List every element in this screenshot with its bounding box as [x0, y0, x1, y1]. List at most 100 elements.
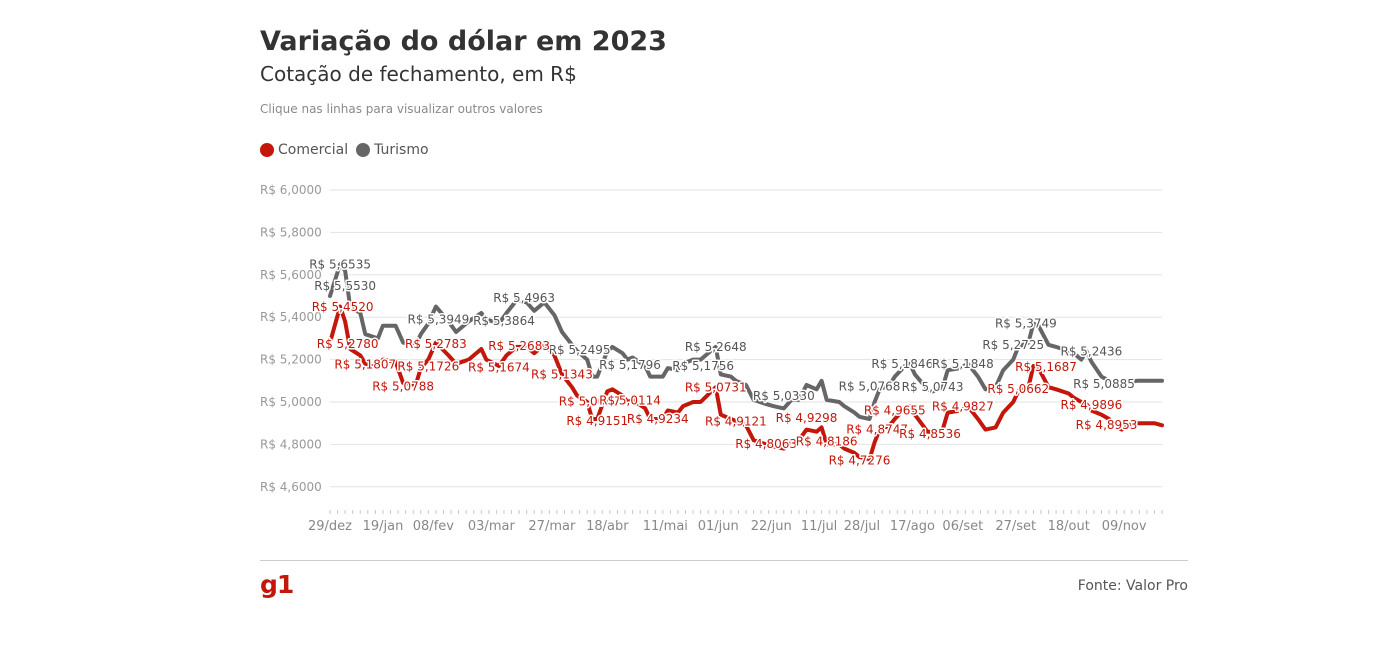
data-label-turismo: R$ 5,1756: [672, 359, 734, 373]
data-label-halo: R$ 5,5530: [314, 279, 376, 293]
data-label-turismo: R$ 5,1848: [932, 357, 994, 371]
data-label-halo: R$ 5,3949: [408, 312, 470, 326]
data-label-comercial: R$ 5,1674: [468, 361, 530, 375]
legend-dot-comercial: [260, 143, 274, 157]
data-label-turismo: R$ 5,0743: [902, 380, 964, 394]
data-label-halo: R$ 5,2783: [405, 337, 467, 351]
data-label-turismo: R$ 5,3864: [473, 314, 535, 328]
data-label-comercial: R$ 4,8063: [735, 437, 797, 451]
data-label-halo: R$ 5,1796: [599, 358, 661, 372]
x-tick-label: 11/jul: [801, 519, 837, 534]
data-label-halo: R$ 5,3864: [473, 314, 535, 328]
data-label-comercial: R$ 4,8536: [899, 427, 961, 441]
y-tick-label: R$ 5,6000: [260, 268, 322, 282]
x-tick-label: 09/nov: [1102, 519, 1147, 534]
data-label-comercial: R$ 4,8186: [796, 434, 858, 448]
data-label-halo: R$ 5,2725: [982, 338, 1044, 352]
data-label-halo: R$ 4,9234: [627, 412, 689, 426]
chart-title: Variação do dólar em 2023: [260, 26, 667, 57]
data-label-halo: R$ 4,9151: [566, 414, 628, 428]
x-tick-label: 03/mar: [468, 519, 516, 534]
data-label-halo: R$ 4,9121: [705, 415, 767, 429]
data-label-comercial: R$ 4,9827: [932, 400, 994, 414]
instruction-text: Clique nas linhas para visualizar outros…: [260, 102, 543, 116]
data-label-turismo: R$ 5,4963: [493, 291, 555, 305]
data-label-halo: R$ 5,2436: [1061, 344, 1123, 358]
data-label-turismo: R$ 5,1846: [871, 357, 933, 371]
x-tick-label: 27/mar: [528, 519, 576, 534]
data-label-halo: R$ 5,0330: [753, 389, 815, 403]
data-label-turismo: R$ 5,3949: [408, 312, 470, 326]
x-tick-label: 22/jun: [751, 519, 792, 534]
data-label-halo: R$ 5,1343: [531, 368, 593, 382]
data-label-halo: R$ 5,0788: [372, 379, 434, 393]
data-label-halo: R$ 5,6535: [309, 257, 371, 271]
data-label-turismo: R$ 5,0768: [839, 380, 901, 394]
data-label-turismo: R$ 5,3749: [995, 317, 1057, 331]
series-line-comercial[interactable]: [328, 304, 1164, 462]
data-label-halo: R$ 5,0885: [1073, 377, 1135, 391]
chart-subtitle: Cotação de fechamento, em R$: [260, 62, 577, 86]
data-label-comercial: R$ 5,0662: [987, 382, 1049, 396]
data-label-comercial: R$ 4,9655: [864, 403, 926, 417]
y-tick-label: R$ 5,0000: [260, 395, 322, 409]
x-tick-label: 17/ago: [890, 519, 935, 534]
data-label-halo: R$ 5,0067: [559, 395, 621, 409]
data-label-halo: R$ 5,1807: [334, 358, 396, 372]
x-tick-label: 11/mai: [643, 519, 688, 534]
x-tick-label: 01/jun: [698, 519, 739, 534]
data-label-turismo: R$ 5,6535: [309, 257, 371, 271]
series-line-turismo[interactable]: [328, 262, 1164, 421]
data-label-comercial: R$ 5,0731: [685, 381, 747, 395]
data-label-halo: R$ 5,1756: [672, 359, 734, 373]
data-label-halo: R$ 4,9655: [864, 403, 926, 417]
source-note: Fonte: Valor Pro: [1077, 578, 1188, 594]
data-label-halo: R$ 5,0662: [987, 382, 1049, 396]
chart-container: Variação do dólar em 2023 Cotação de fec…: [260, 0, 1188, 646]
data-label-turismo: R$ 5,2648: [685, 340, 747, 354]
data-label-halo: R$ 5,1687: [1015, 360, 1077, 374]
line-chart: R$ 4,6000 R$ 4,8000 R$ 5,0000 R$ 5,2000 R$ 5…: [260, 183, 1164, 534]
data-label-comercial: R$ 5,2783: [405, 337, 467, 351]
data-label-halo: R$ 5,4520: [312, 300, 374, 314]
legend-dot-turismo: [356, 143, 371, 157]
y-tick-label: R$ 5,2000: [260, 353, 322, 367]
footer-divider: [260, 560, 1188, 561]
data-label-halo: R$ 5,2780: [317, 337, 379, 351]
legend-item-comercial[interactable]: Comercial: [260, 142, 348, 158]
x-tick-label: 28/jul: [844, 519, 880, 534]
data-label-comercial: R$ 5,2683: [488, 339, 550, 353]
data-label-comercial: R$ 5,0114: [599, 394, 661, 408]
data-label-halo: R$ 5,0114: [599, 394, 661, 408]
data-label-comercial: R$ 5,4520: [312, 300, 374, 314]
legend-item-turismo[interactable]: Turismo: [356, 142, 429, 158]
data-label-halo: R$ 5,2648: [685, 340, 747, 354]
x-tick-label: 19/jan: [363, 519, 404, 534]
data-label-comercial: R$ 5,0788: [372, 379, 434, 393]
data-label-halo: R$ 4,8063: [735, 437, 797, 451]
data-label-halo: R$ 4,7276: [829, 454, 891, 468]
data-label-halo: R$ 5,0731: [685, 381, 747, 395]
data-label-comercial: R$ 5,1726: [397, 359, 459, 373]
data-label-comercial: R$ 4,8747: [846, 423, 908, 437]
data-label-turismo: R$ 5,2495: [549, 343, 611, 357]
data-label-halo: R$ 5,4963: [493, 291, 555, 305]
data-label-halo: R$ 5,2683: [488, 339, 550, 353]
y-tick-label: R$ 4,6000: [260, 480, 322, 494]
data-label-halo: R$ 5,1846: [871, 357, 933, 371]
data-label-halo: R$ 4,8536: [899, 427, 961, 441]
data-label-halo: R$ 4,8747: [846, 423, 908, 437]
data-label-halo: R$ 4,8186: [796, 434, 858, 448]
data-label-turismo: R$ 5,2436: [1061, 344, 1123, 358]
data-label-comercial: R$ 4,9298: [776, 411, 838, 425]
data-label-halo: R$ 5,0768: [839, 380, 901, 394]
data-label-halo: R$ 5,1674: [468, 361, 530, 375]
data-label-comercial: R$ 5,1343: [531, 368, 593, 382]
data-label-comercial: R$ 5,1687: [1015, 360, 1077, 374]
data-label-halo: R$ 5,3749: [995, 317, 1057, 331]
data-label-turismo: R$ 5,0885: [1073, 377, 1135, 391]
data-label-comercial: R$ 4,9121: [705, 415, 767, 429]
data-label-comercial: R$ 5,2780: [317, 337, 379, 351]
data-label-halo: R$ 5,0743: [902, 380, 964, 394]
y-tick-label: R$ 6,0000: [260, 183, 322, 197]
